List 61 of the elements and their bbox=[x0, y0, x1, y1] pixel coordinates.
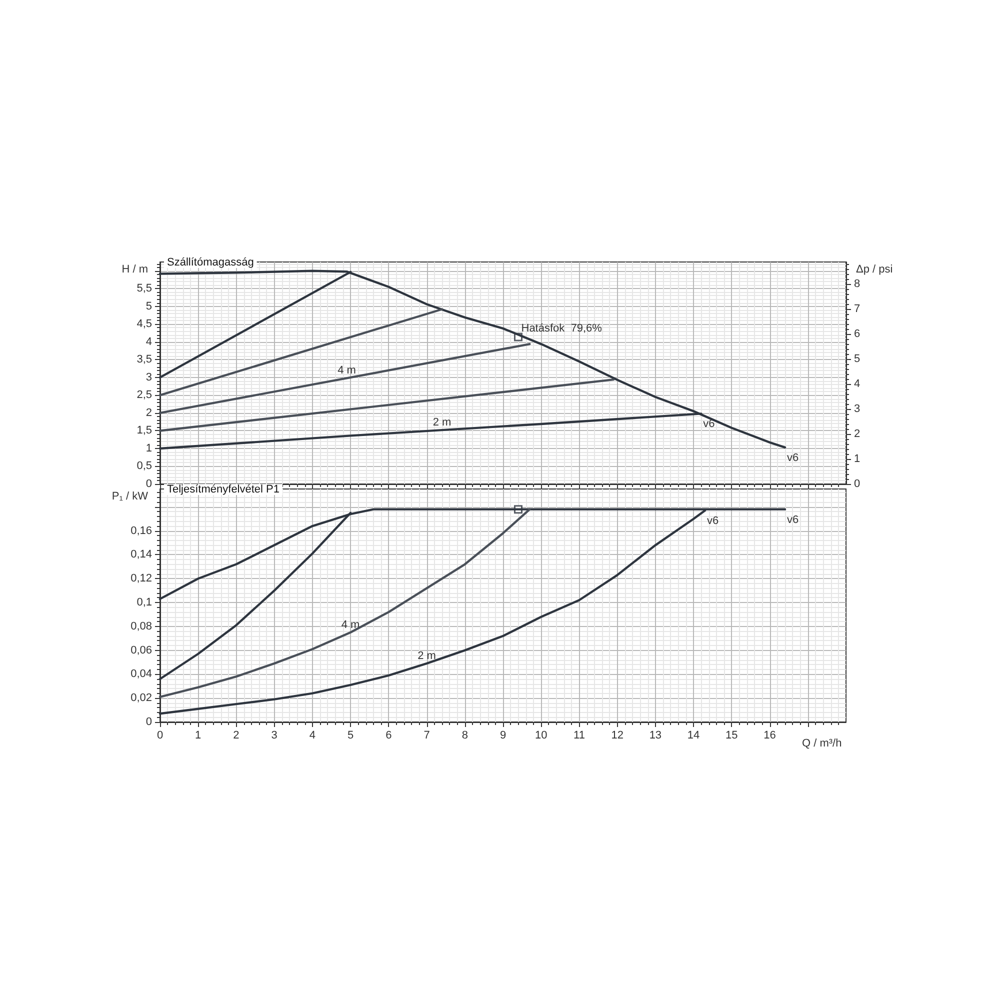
y-tick-label: 1 bbox=[146, 442, 152, 454]
y-tick-label: 5 bbox=[146, 300, 152, 312]
y-tick-label: 0 bbox=[146, 478, 152, 490]
y2-tick-label: 6 bbox=[854, 328, 860, 340]
annotation: Hatásfok 79,6% bbox=[521, 322, 602, 334]
y-tick-label: 0,14 bbox=[130, 548, 152, 561]
y-tick-label: 0 bbox=[146, 716, 152, 728]
y-tick-label: 0,02 bbox=[130, 692, 152, 704]
y2-tick-label: 2 bbox=[854, 428, 860, 440]
x-tick-label: 6 bbox=[386, 730, 392, 742]
y-tick-label: 2 bbox=[146, 406, 152, 419]
y2-tick-label: 4 bbox=[854, 378, 860, 390]
x-tick-label: 14 bbox=[687, 730, 700, 742]
y-tick-label: 3 bbox=[146, 371, 152, 384]
y-tick-label: 0,5 bbox=[136, 460, 152, 472]
x-tick-label: 13 bbox=[649, 730, 662, 742]
x-tick-label: 11 bbox=[574, 730, 585, 742]
y2-tick-label: 5 bbox=[854, 353, 860, 366]
annotation: v6 bbox=[787, 452, 799, 464]
chart-title: Teljesítményfelvétel P1 bbox=[167, 484, 280, 496]
y-tick-label: 0,1 bbox=[136, 596, 152, 609]
y2-tick-label: 7 bbox=[854, 303, 860, 316]
y-axis-title: P₁ / kW bbox=[112, 490, 149, 502]
x-tick-label: 4 bbox=[309, 730, 316, 742]
annotation: 4 m bbox=[341, 618, 360, 631]
y2-axis-title: Δp / psi bbox=[856, 264, 893, 276]
x-tick-label: 7 bbox=[424, 730, 430, 742]
annotation: v6 bbox=[787, 514, 799, 526]
x-tick-label: 3 bbox=[271, 730, 278, 742]
y2-tick-label: 0 bbox=[854, 478, 860, 490]
chart-title: Szállítómagasság bbox=[167, 256, 254, 268]
annotation: 4 m bbox=[338, 364, 356, 377]
y-tick-label: 0,06 bbox=[130, 644, 152, 656]
y-tick-label: 0,08 bbox=[130, 620, 152, 632]
annotation: 2 m bbox=[418, 650, 436, 662]
annotation: 2 m bbox=[432, 416, 452, 429]
y-tick-label: 0,12 bbox=[130, 572, 152, 585]
annotation: v6 bbox=[706, 515, 719, 528]
x-tick-label: 8 bbox=[462, 730, 468, 742]
y2-tick-label: 1 bbox=[854, 453, 860, 466]
y2-tick-label: 3 bbox=[854, 403, 860, 416]
x-tick-label: 5 bbox=[347, 730, 354, 742]
y2-tick-label: 8 bbox=[854, 278, 860, 290]
y-tick-label: 0,16 bbox=[130, 524, 152, 537]
y-axis-title: H / m bbox=[122, 264, 148, 276]
x-tick-label: 10 bbox=[534, 730, 548, 742]
y-tick-label: 5,5 bbox=[136, 282, 152, 295]
y-tick-label: 4,5 bbox=[136, 318, 152, 330]
y-tick-label: 4 bbox=[146, 336, 152, 348]
x-tick-label: 1 bbox=[195, 730, 202, 742]
x-tick-label: 2 bbox=[233, 730, 240, 742]
y-tick-label: 2,5 bbox=[136, 389, 152, 402]
x-tick-label: 9 bbox=[500, 730, 506, 742]
x-tick-label: 0 bbox=[156, 730, 164, 742]
y-tick-label: 3,5 bbox=[136, 354, 152, 366]
x-axis-title: Q / m³/h bbox=[802, 738, 842, 750]
x-tick-label: 16 bbox=[764, 730, 776, 742]
y-tick-label: 1,5 bbox=[136, 424, 152, 437]
y-tick-label: 0,04 bbox=[130, 668, 152, 680]
x-tick-label: 12 bbox=[611, 730, 624, 742]
x-tick-label: 15 bbox=[726, 730, 738, 742]
